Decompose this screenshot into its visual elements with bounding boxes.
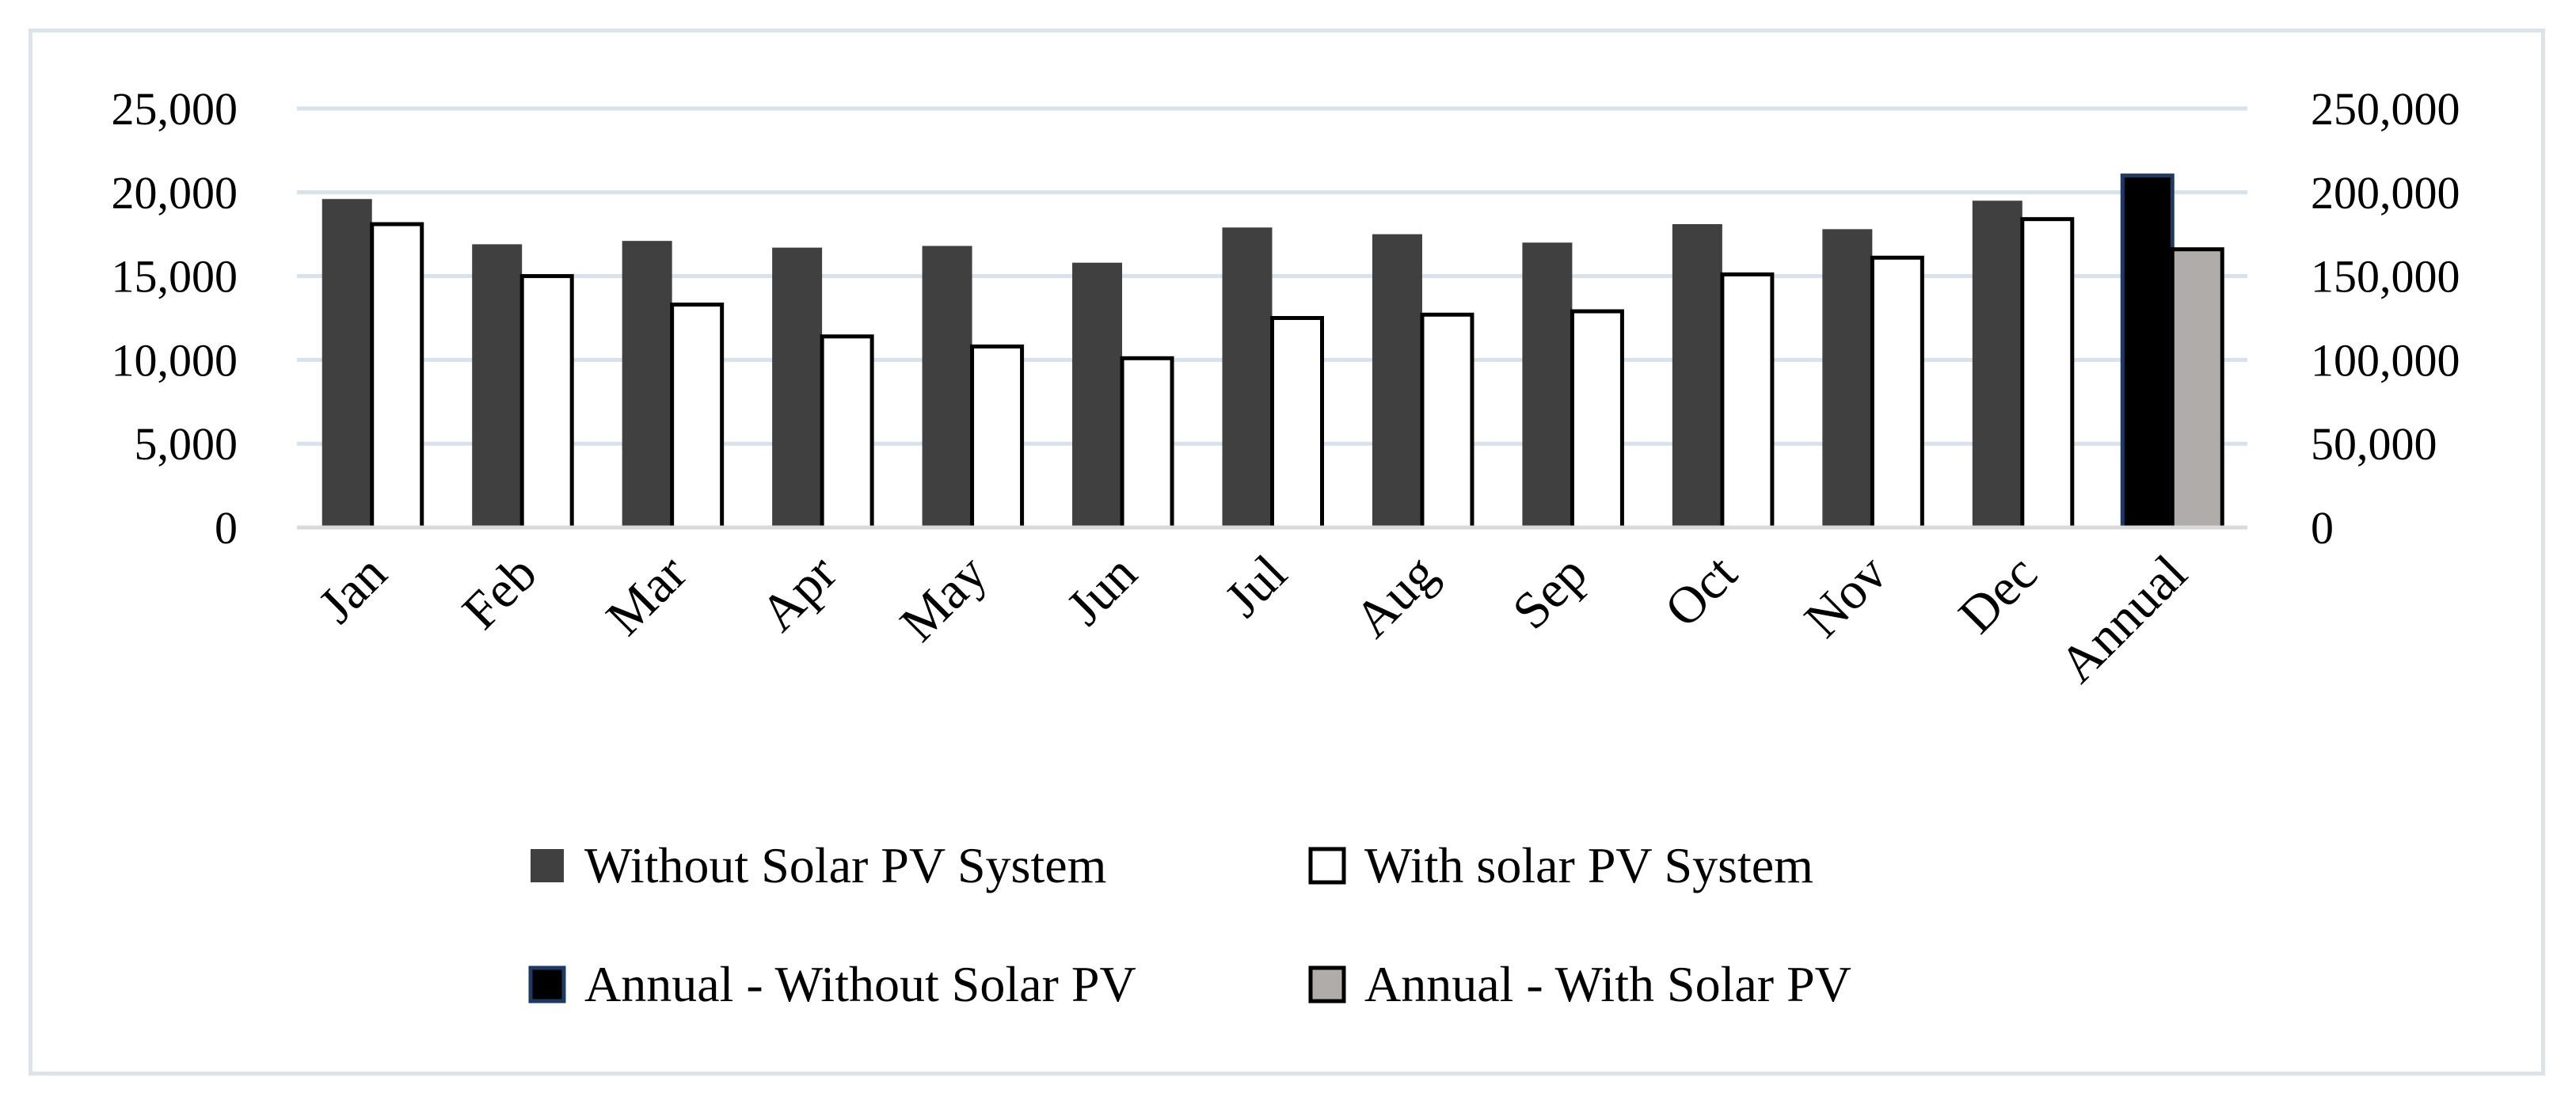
x-tick-label-feb: Feb <box>451 544 548 641</box>
bar-without-solar-pv-system-jul <box>1222 227 1273 527</box>
right-tick-label: 200,000 <box>2311 167 2460 219</box>
right-tick-label: 50,000 <box>2311 418 2437 470</box>
bar-without-solar-pv-system-apr <box>772 247 823 527</box>
bar-with-solar-pv-system-sep <box>1570 309 1624 530</box>
bar-with-solar-pv-system-jun <box>1120 356 1174 530</box>
bar-with-solar-pv-system-dec <box>2020 217 2075 530</box>
bar-with-solar-pv-system-may <box>970 344 1025 530</box>
x-tick-label-may: May <box>889 544 998 653</box>
x-tick-label-oct: Oct <box>1653 544 1748 638</box>
legend-swatch-annual-with-solar-pv <box>1308 965 1346 1003</box>
bar-without-solar-pv-system-jan <box>322 199 372 527</box>
bar-with-solar-pv-system-oct <box>1720 272 1775 530</box>
x-tick-label-annual: Annual <box>2049 544 2198 694</box>
left-tick-label: 20,000 <box>112 167 238 219</box>
legend-label-with-solar-pv-system: With solar PV System <box>1364 837 1813 893</box>
bar-without-solar-pv-system-sep <box>1522 242 1573 527</box>
right-tick-label: 0 <box>2311 502 2334 554</box>
bar-without-solar-pv-system-dec <box>1972 200 2022 527</box>
x-tick-label-jun: Jun <box>1056 544 1147 636</box>
bar-without-solar-pv-system-aug <box>1372 234 1422 527</box>
left-tick-label: 25,000 <box>112 83 238 135</box>
bar-without-solar-pv-system-feb <box>472 244 523 527</box>
left-tick-label: 0 <box>215 502 238 554</box>
legend-label-annual-with-solar-pv: Annual - With Solar PV <box>1364 956 1851 1012</box>
right-tick-label: 150,000 <box>2311 251 2460 303</box>
bar-with-solar-pv-system-jul <box>1270 316 1324 530</box>
x-tick-label-nov: Nov <box>1794 544 1898 649</box>
bars <box>322 173 2224 530</box>
bar-annual-without-solar-pv <box>2120 173 2175 530</box>
x-tick-label-dec: Dec <box>1948 544 2049 645</box>
bar-without-solar-pv-system-nov <box>1822 229 1873 527</box>
legend-swatch-without-solar-pv-system <box>531 849 564 882</box>
left-tick-label: 10,000 <box>112 334 238 386</box>
bar-without-solar-pv-system-may <box>922 246 972 527</box>
legend-label-without-solar-pv-system: Without Solar PV System <box>584 837 1106 893</box>
bar-without-solar-pv-system-oct <box>1672 224 1722 527</box>
bar-with-solar-pv-system-aug <box>1420 312 1474 530</box>
legend-swatch-with-solar-pv-system <box>1308 847 1346 885</box>
bar-with-solar-pv-system-apr <box>820 334 874 530</box>
x-tick-label-sep: Sep <box>1501 544 1598 641</box>
legend-swatch-annual-without-solar-pv <box>528 965 566 1003</box>
legend-label-annual-without-solar-pv: Annual - Without Solar PV <box>584 956 1136 1012</box>
bar-with-solar-pv-system-nov <box>1870 255 1924 530</box>
bar-with-solar-pv-system-feb <box>519 274 574 530</box>
right-tick-label: 100,000 <box>2311 334 2460 386</box>
legend: Without Solar PV System With solar PV Sys… <box>528 837 1851 1012</box>
x-tick-label-aug: Aug <box>1344 544 1448 649</box>
x-tick-label-jan: Jan <box>308 544 398 634</box>
bar-without-solar-pv-system-mar <box>622 241 672 527</box>
bar-without-solar-pv-system-jun <box>1072 262 1123 527</box>
x-tick-label-apr: Apr <box>750 544 848 642</box>
x-tick-label-mar: Mar <box>595 544 698 646</box>
bar-with-solar-pv-system-jan <box>370 222 424 530</box>
left-tick-label: 15,000 <box>112 251 238 303</box>
bar-with-solar-pv-system-mar <box>670 303 725 530</box>
bar-annual-with-solar-pv <box>2170 247 2224 530</box>
left-tick-label: 5,000 <box>135 418 238 470</box>
x-tick-label-jul: Jul <box>1214 544 1298 628</box>
right-tick-label: 250,000 <box>2311 83 2460 135</box>
